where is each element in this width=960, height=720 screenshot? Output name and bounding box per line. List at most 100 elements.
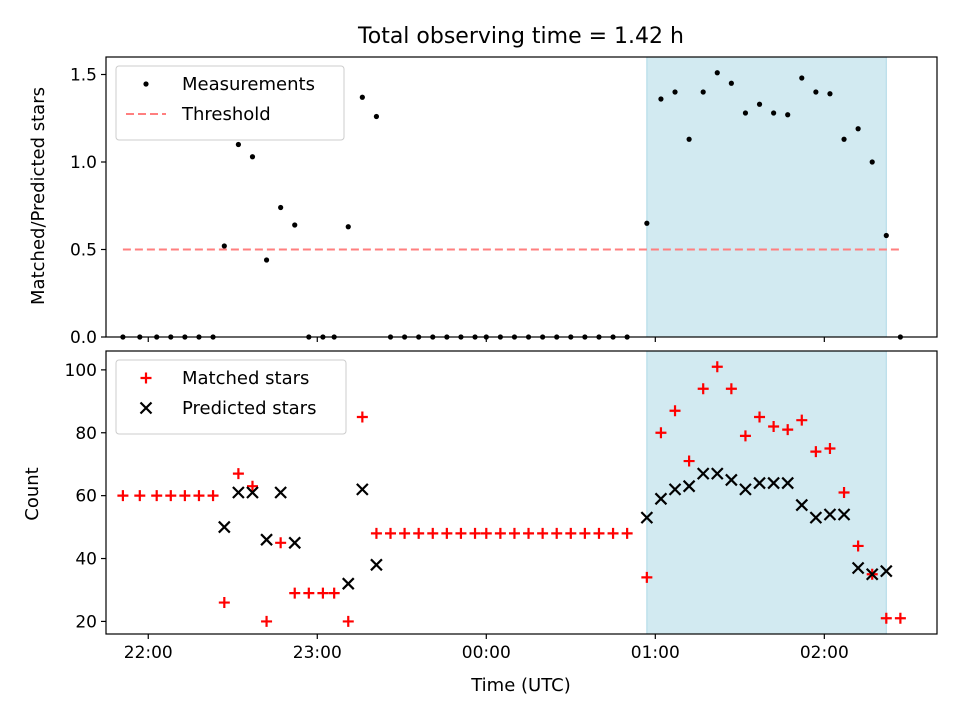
predicted-star-point [823, 508, 837, 521]
predicted-star-point [640, 511, 654, 524]
matched-star-point [551, 527, 563, 539]
top-legend-box [115, 65, 345, 141]
measurement-point [235, 141, 241, 148]
matched-star-point [455, 527, 467, 539]
matched-star-point [342, 615, 354, 627]
predicted-star-point [682, 479, 696, 493]
legend-label: Matched stars [182, 368, 309, 389]
matched-star-point [193, 490, 205, 502]
measurement-point [728, 80, 734, 86]
predicted-star-point [274, 486, 287, 499]
legend-label: Predicted stars [182, 398, 316, 419]
legend-measurements-marker [143, 81, 149, 87]
measurement-point [644, 220, 650, 226]
measurement-point [813, 89, 819, 95]
predicted-star-point [767, 476, 780, 490]
matched-star-point [768, 420, 780, 432]
measurement-point [263, 257, 270, 263]
matched-star-point [385, 527, 397, 539]
matched-star-point [413, 527, 425, 539]
measurement-point [221, 243, 227, 249]
matched-star-point [607, 527, 619, 539]
matched-star-point [356, 411, 368, 423]
measurement-point [785, 112, 791, 118]
top-highlight-band [646, 56, 887, 338]
bottom-y-tick-label: 80 [75, 424, 97, 444]
chart-title: Total observing time = 1.42 h [357, 24, 684, 49]
x-tick-label: 23:00 [293, 643, 342, 663]
bottom-legend: Matched stars Predicted stars [115, 359, 347, 435]
measurement-point [359, 94, 365, 100]
top-y-tick-label: 0.5 [70, 241, 97, 261]
predicted-star-point [654, 492, 668, 506]
predicted-star-point [218, 520, 231, 534]
measurement-point [827, 91, 833, 97]
matched-star-point [261, 615, 273, 627]
matched-star-point [697, 383, 709, 395]
legend-label: Threshold [181, 104, 271, 125]
predicted-star-point [356, 483, 369, 496]
predicted-star-point [753, 476, 766, 490]
matched-star-point [725, 383, 737, 395]
x-axis-label: Time (UTC) [470, 675, 571, 696]
matched-star-point [441, 527, 453, 539]
measurement-point [686, 136, 692, 142]
matched-star-point [165, 490, 177, 502]
matched-star-point [289, 587, 301, 599]
measurement-point [841, 136, 847, 142]
predicted-star-point [739, 483, 752, 496]
matched-star-point [523, 527, 535, 539]
measurement-point [714, 70, 720, 76]
legend-label: Measurements [182, 74, 315, 95]
top-y-tick-label: 1.5 [70, 66, 97, 86]
predicted-star-point [795, 498, 809, 512]
measurement-point [869, 159, 875, 165]
matched-star-point [579, 527, 591, 539]
matched-star-point [275, 537, 287, 549]
measurement-point [700, 89, 706, 95]
measurement-point [345, 224, 351, 230]
x-tick-label: 02:00 [800, 643, 849, 663]
matched-star-point [852, 540, 864, 552]
top-y-tick-label: 0.0 [70, 328, 97, 348]
matched-star-point [207, 490, 219, 502]
top-y-tick-label: 1.0 [70, 153, 97, 173]
bottom-y-tick-label: 60 [75, 487, 97, 507]
matched-star-point [399, 527, 411, 539]
matched-star-point [754, 411, 766, 423]
bottom-plot-frame [105, 350, 938, 635]
x-tick-label: 00:00 [462, 643, 511, 663]
bottom-y-axis-label: Count [22, 467, 43, 520]
predicted-star-point [260, 533, 273, 546]
measurement-point [742, 110, 749, 116]
measurement-point [373, 113, 380, 120]
matched-star-point [593, 527, 605, 539]
matched-star-point [621, 527, 633, 539]
matched-star-point [427, 527, 439, 539]
matched-star-point [537, 527, 549, 539]
matched-star-point [782, 424, 794, 436]
matched-star-point [151, 490, 163, 502]
matched-star-point [328, 587, 340, 599]
x-tick-label: 22:00 [124, 643, 173, 663]
matched-star-point [739, 430, 751, 442]
matched-star-point [469, 527, 481, 539]
matched-star-point [117, 490, 129, 502]
matched-star-point [824, 442, 836, 454]
measurement-point [756, 101, 763, 107]
matched-star-point [641, 571, 653, 583]
matched-star-point [711, 361, 723, 373]
matched-star-point [683, 455, 695, 467]
matched-star-point [565, 527, 577, 539]
x-tick-label: 01:00 [631, 643, 680, 663]
measurement-point [658, 96, 664, 102]
predicted-star-point [851, 561, 865, 575]
measurement-point [292, 222, 298, 228]
matched-star-point [134, 490, 146, 502]
predicted-star-point [781, 476, 794, 490]
measurement-point [799, 75, 805, 81]
matched-star-point [669, 405, 681, 417]
predicted-star-point [696, 467, 710, 480]
bottom-y-tick-label: 100 [65, 361, 97, 381]
